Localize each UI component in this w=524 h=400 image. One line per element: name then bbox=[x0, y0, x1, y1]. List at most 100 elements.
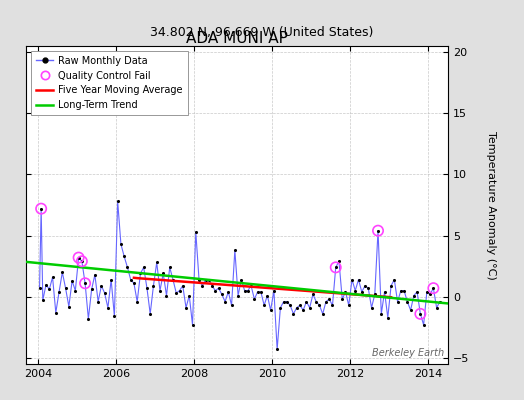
Point bbox=[133, 298, 141, 305]
Point bbox=[211, 288, 220, 294]
Point bbox=[247, 282, 255, 289]
Point bbox=[143, 285, 151, 291]
Point bbox=[319, 311, 327, 317]
Point bbox=[407, 307, 415, 313]
Point bbox=[110, 313, 118, 320]
Point bbox=[296, 302, 304, 308]
Point bbox=[377, 311, 386, 317]
Point bbox=[35, 285, 43, 291]
Point bbox=[192, 229, 200, 235]
Point bbox=[176, 288, 184, 294]
Point bbox=[348, 276, 356, 283]
Point bbox=[367, 304, 376, 311]
Point bbox=[136, 270, 145, 277]
Point bbox=[214, 285, 223, 291]
Point bbox=[81, 280, 89, 286]
Point bbox=[244, 288, 252, 294]
Point bbox=[276, 304, 285, 311]
Point bbox=[416, 311, 424, 317]
Point bbox=[64, 303, 73, 310]
Point bbox=[172, 290, 180, 296]
Point bbox=[104, 304, 112, 311]
Point bbox=[374, 228, 382, 234]
Point bbox=[146, 311, 155, 317]
Point bbox=[432, 304, 441, 311]
Point bbox=[39, 297, 47, 304]
Point bbox=[51, 310, 60, 316]
Point bbox=[273, 346, 281, 352]
Point bbox=[283, 298, 291, 305]
Point bbox=[201, 276, 210, 283]
Point bbox=[292, 304, 301, 311]
Point bbox=[270, 288, 278, 294]
Point bbox=[159, 270, 167, 277]
Point bbox=[182, 304, 190, 311]
Point bbox=[380, 289, 389, 295]
Text: 34.802 N, 96.669 W (United States): 34.802 N, 96.669 W (United States) bbox=[150, 26, 374, 39]
Point bbox=[241, 288, 249, 294]
Point bbox=[227, 302, 236, 308]
Y-axis label: Temperature Anomaly (°C): Temperature Anomaly (°C) bbox=[486, 131, 496, 279]
Point bbox=[188, 322, 196, 328]
Point bbox=[351, 288, 359, 294]
Point bbox=[341, 289, 350, 295]
Point bbox=[423, 289, 431, 295]
Point bbox=[322, 298, 330, 305]
Point bbox=[329, 302, 337, 308]
Point bbox=[78, 258, 86, 264]
Point bbox=[419, 322, 428, 328]
Point bbox=[410, 292, 418, 299]
Point bbox=[394, 298, 402, 305]
Point bbox=[237, 276, 246, 283]
Point bbox=[37, 206, 46, 212]
Point bbox=[78, 258, 86, 264]
Point bbox=[257, 289, 265, 295]
Point bbox=[221, 298, 230, 305]
Point bbox=[390, 276, 399, 283]
Point bbox=[91, 272, 99, 278]
Point bbox=[266, 307, 275, 313]
Point bbox=[58, 269, 67, 276]
Point bbox=[305, 304, 314, 311]
Point bbox=[302, 298, 311, 305]
Point bbox=[55, 289, 63, 295]
Point bbox=[250, 296, 258, 302]
Point bbox=[289, 311, 298, 317]
Point bbox=[354, 276, 363, 283]
Point bbox=[48, 274, 57, 280]
Point bbox=[74, 254, 83, 261]
Point bbox=[126, 276, 135, 283]
Title: ADA MUNI AP: ADA MUNI AP bbox=[186, 31, 288, 46]
Point bbox=[107, 276, 115, 283]
Point bbox=[370, 291, 379, 298]
Point bbox=[97, 282, 105, 289]
Point bbox=[149, 282, 158, 289]
Point bbox=[42, 281, 50, 288]
Point bbox=[45, 286, 53, 292]
Point bbox=[162, 292, 171, 299]
Point bbox=[152, 259, 161, 266]
Point bbox=[166, 264, 174, 270]
Point bbox=[61, 285, 70, 291]
Point bbox=[139, 264, 148, 270]
Point bbox=[37, 206, 46, 212]
Point bbox=[364, 285, 373, 291]
Point bbox=[68, 278, 77, 284]
Point bbox=[435, 298, 444, 305]
Point bbox=[88, 286, 96, 292]
Point bbox=[260, 302, 268, 308]
Point bbox=[335, 258, 343, 264]
Point bbox=[81, 280, 89, 286]
Point bbox=[217, 291, 226, 298]
Point bbox=[309, 291, 317, 298]
Point bbox=[312, 298, 320, 305]
Point bbox=[204, 276, 213, 283]
Point bbox=[387, 282, 395, 289]
Point bbox=[332, 264, 340, 270]
Point bbox=[429, 285, 438, 291]
Point bbox=[286, 302, 294, 308]
Point bbox=[120, 253, 128, 260]
Point bbox=[130, 280, 138, 286]
Point bbox=[397, 288, 405, 294]
Point bbox=[101, 290, 109, 296]
